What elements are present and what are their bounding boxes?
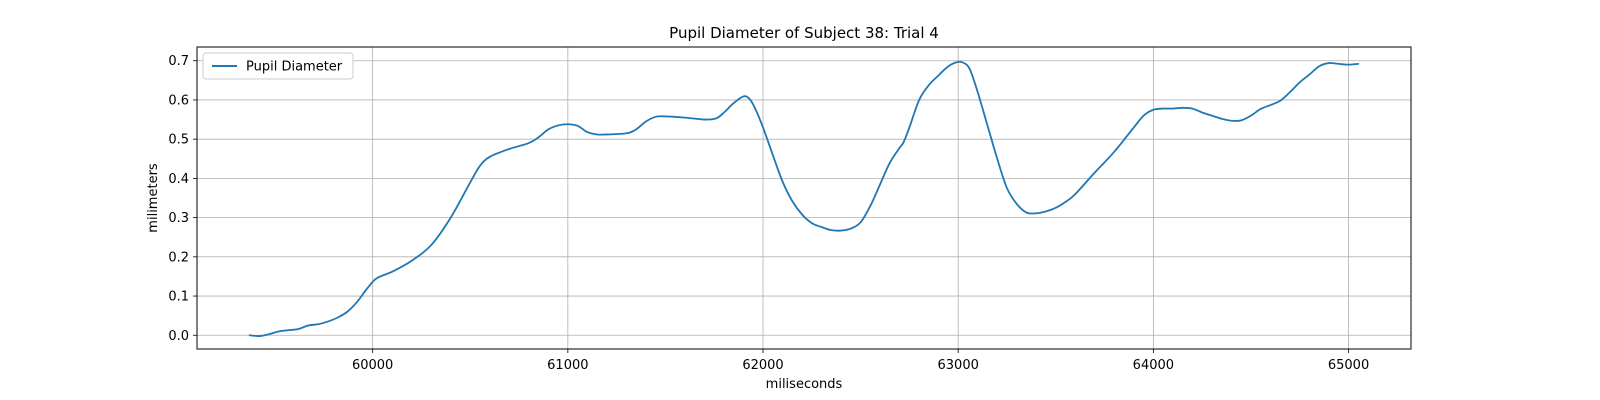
y-tick-label: 0.7 [168,54,189,69]
x-tick-label: 64000 [1133,358,1174,373]
y-axis-ticks: 0.0 0.1 0.2 0.3 0.4 0.5 0.6 0.7 [168,54,197,344]
chart-title: Pupil Diameter of Subject 38: Trial 4 [669,24,939,42]
series-layer [248,60,1360,337]
y-tick-label: 0.2 [168,250,189,265]
y-axis-label: milimeters [146,163,161,233]
x-axis-label: miliseconds [766,377,843,392]
y-tick-label: 0.0 [168,329,189,344]
x-tick-label: 63000 [938,358,979,373]
legend-box [202,52,354,80]
plot-frame [196,46,1412,350]
y-tick-label: 0.6 [168,93,189,108]
series-line-pupil-diameter [248,60,1360,337]
legend-label-pupil-diameter: Pupil Diameter [246,60,343,75]
x-axis-ticks: 60000 61000 62000 63000 64000 65000 [352,349,1369,373]
x-tick-label: 65000 [1328,358,1369,373]
legend: Pupil Diameter [202,52,354,80]
x-tick-label: 62000 [742,358,783,373]
y-tick-label: 0.3 [168,211,189,226]
y-tick-label: 0.5 [168,133,189,148]
y-tick-label: 0.4 [168,172,189,187]
x-tick-label: 61000 [547,358,588,373]
y-tick-label: 0.1 [168,290,189,305]
x-tick-label: 60000 [352,358,393,373]
